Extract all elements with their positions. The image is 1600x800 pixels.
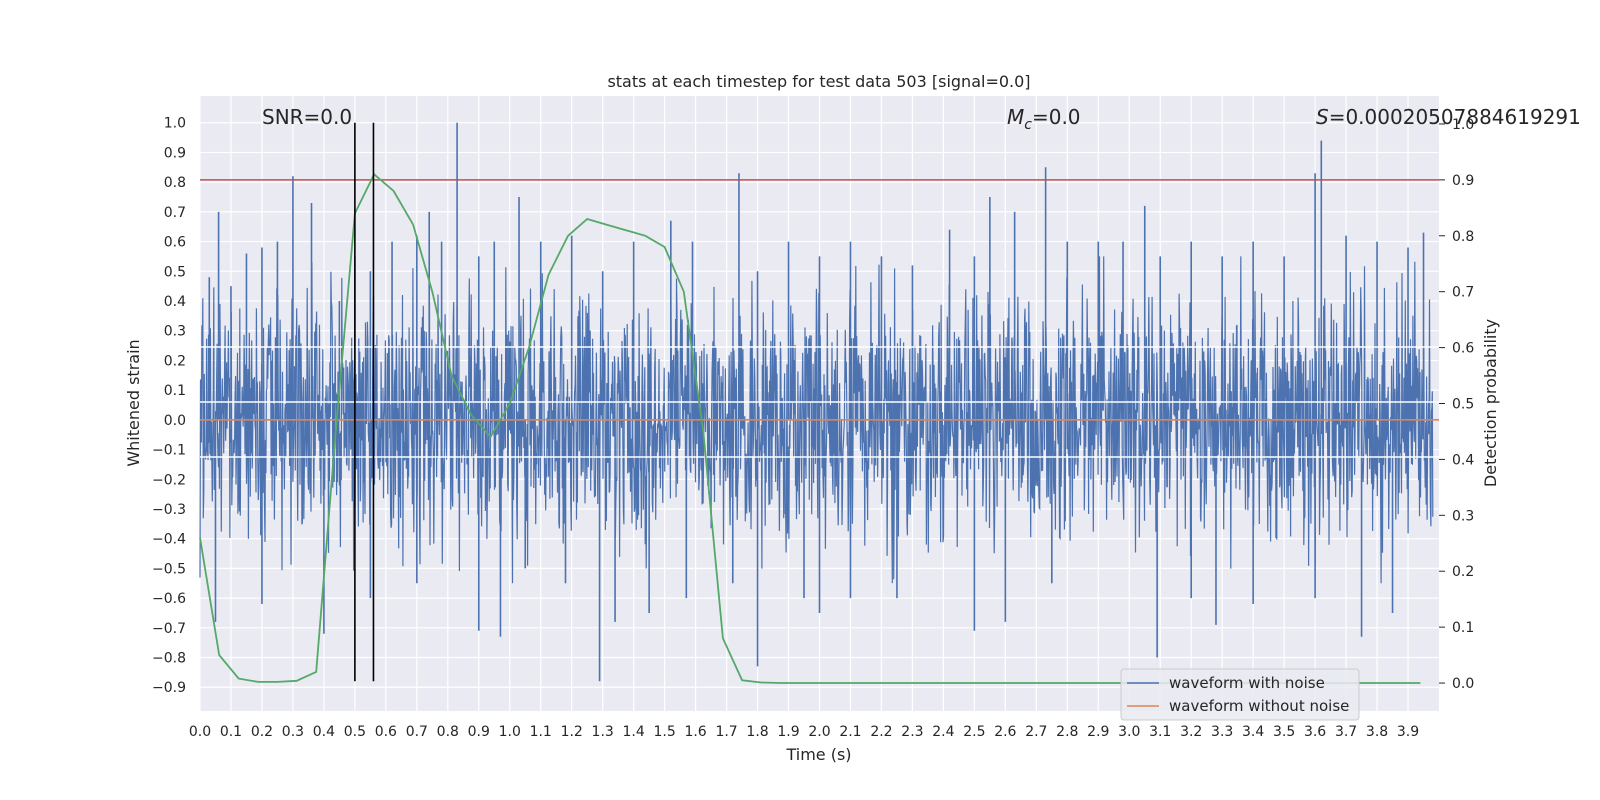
x-tick-label: 0.9 <box>468 724 490 740</box>
series-waveform-with-noise <box>199 122 1434 682</box>
x-tick-label: 2.3 <box>901 724 923 740</box>
x-tick-label: 1.3 <box>592 724 614 740</box>
legend-box <box>1120 668 1360 721</box>
y-tick-label: 0.8 <box>164 175 186 191</box>
y-tick-label: −0.5 <box>152 561 186 577</box>
y-right-tick-label: 0.7 <box>1452 285 1474 301</box>
x-tick-label: 3.0 <box>1118 724 1140 740</box>
mc-value: =0.0 <box>1032 105 1081 129</box>
x-tick-label: 3.5 <box>1273 724 1295 740</box>
x-tick-label: 2.7 <box>1025 724 1047 740</box>
mc-annotation: Mc=0.0 <box>1007 105 1081 133</box>
y-right-axis-label: Detection probability <box>1481 319 1500 487</box>
x-tick-label: 2.9 <box>1087 724 1109 740</box>
x-tick-label: 1.1 <box>530 724 552 740</box>
x-tick-label: 2.0 <box>808 724 830 740</box>
mc-symbol: M <box>1007 105 1024 129</box>
y-right-tick-label: 0.2 <box>1452 564 1474 580</box>
y-tick-label: 0.3 <box>164 324 186 340</box>
y-axis-label: Whitened strain <box>124 339 143 466</box>
y-tick-label: −0.1 <box>152 443 186 459</box>
y-tick-label: 0.1 <box>164 383 186 399</box>
x-tick-label: 0.7 <box>406 724 428 740</box>
y-right-tick-label: 0.4 <box>1452 452 1474 468</box>
series-detection-probability <box>199 172 1421 684</box>
y-tick-label: 0.7 <box>164 205 186 221</box>
y-right-tick-label: 0.8 <box>1452 229 1474 245</box>
x-tick-label: 3.9 <box>1397 724 1419 740</box>
y-tick-labels: 1.0 0.9 0.8 0.7 0.6 0.5 0.4 0.3 0.2 0.1 0.0 −0.1 −0.… <box>152 116 186 696</box>
y-tick-label: −0.2 <box>152 472 186 488</box>
y-tick-label: 0.5 <box>164 264 186 280</box>
y-tick-label: 0.4 <box>164 294 186 310</box>
y-right-tick-labels: 1.0 0.9 0.8 0.7 0.6 0.5 0.4 0.3 0.2 0.1 0.0 <box>1439 117 1474 692</box>
x-tick-label: 2.8 <box>1056 724 1078 740</box>
x-tick-label: 2.6 <box>994 724 1016 740</box>
x-tick-label: 2.1 <box>839 724 861 740</box>
white-hlines <box>200 346 1439 458</box>
x-tick-label: 1.9 <box>777 724 799 740</box>
legend-label-clean: waveform without noise <box>1169 697 1349 715</box>
x-tick-label: 3.1 <box>1149 724 1171 740</box>
x-tick-label: 0.8 <box>437 724 459 740</box>
probability-line <box>199 172 1421 684</box>
s-value: =0.00020507884619291 <box>1329 105 1581 129</box>
x-tick-label: 0.0 <box>189 724 211 740</box>
x-tick-label: 3.7 <box>1335 724 1357 740</box>
y-tick-label: −0.4 <box>152 532 186 548</box>
chart-title: stats at each timestep for test data 503… <box>607 72 1030 91</box>
x-tick-label: 2.2 <box>870 724 892 740</box>
y-right-tick-label: 0.1 <box>1452 620 1474 636</box>
y-tick-label: −0.3 <box>152 502 186 518</box>
y-right-tick-label: 0.3 <box>1452 508 1474 524</box>
y-tick-label: −0.8 <box>152 651 186 667</box>
y-tick-label: −0.6 <box>152 591 186 607</box>
x-tick-label: 3.4 <box>1242 724 1264 740</box>
x-tick-label: 3.8 <box>1366 724 1388 740</box>
y-right-tick-label: 1.0 <box>1452 117 1474 133</box>
mc-subscript: c <box>1024 117 1032 133</box>
x-tick-label: 1.6 <box>684 724 706 740</box>
legend-label-noise: waveform with noise <box>1169 674 1325 692</box>
y-right-tick-label: 0.5 <box>1452 397 1474 413</box>
x-tick-label: 1.0 <box>499 724 521 740</box>
x-tick-label: 0.3 <box>282 724 304 740</box>
x-tick-label: 0.2 <box>251 724 273 740</box>
s-annotation: S=0.00020507884619291 <box>1316 105 1581 129</box>
y-tick-label: 0.9 <box>164 145 186 161</box>
x-tick-label: 3.2 <box>1180 724 1202 740</box>
y-tick-label: 0.0 <box>164 413 186 429</box>
y-tick-label: 0.2 <box>164 353 186 369</box>
x-tick-labels: 0.0 0.1 0.2 0.3 0.4 0.5 0.6 0.7 0.8 0.9 1.0 1.1 1.2 1… <box>189 724 1419 740</box>
y-right-tick-label: 0.9 <box>1452 173 1474 189</box>
x-tick-label: 2.5 <box>963 724 985 740</box>
y-tick-label: −0.7 <box>152 621 186 637</box>
y-tick-label: −0.9 <box>152 680 186 696</box>
x-tick-label: 0.6 <box>375 724 397 740</box>
x-axis-label: Time (s) <box>785 745 851 764</box>
x-tick-label: 0.4 <box>313 724 335 740</box>
vertical-markers <box>354 122 375 682</box>
y-tick-label: 0.6 <box>164 235 186 251</box>
x-tick-label: 3.3 <box>1211 724 1233 740</box>
x-tick-label: 1.2 <box>561 724 583 740</box>
s-symbol: S <box>1316 105 1329 129</box>
y-right-tick-label: 0.0 <box>1452 676 1474 692</box>
x-tick-label: 0.5 <box>344 724 366 740</box>
legend: waveform with noise waveform without noi… <box>1120 668 1360 721</box>
x-tick-label: 1.4 <box>623 724 645 740</box>
x-tick-label: 0.1 <box>220 724 242 740</box>
x-tick-label: 3.6 <box>1304 724 1326 740</box>
y-tick-label: 1.0 <box>164 116 186 132</box>
y-right-tick-label: 0.6 <box>1452 341 1474 357</box>
snr-annotation: SNR=0.0 <box>262 105 352 129</box>
x-tick-label: 1.7 <box>715 724 737 740</box>
x-tick-label: 1.5 <box>653 724 675 740</box>
x-tick-label: 1.8 <box>746 724 768 740</box>
x-tick-label: 2.4 <box>932 724 954 740</box>
